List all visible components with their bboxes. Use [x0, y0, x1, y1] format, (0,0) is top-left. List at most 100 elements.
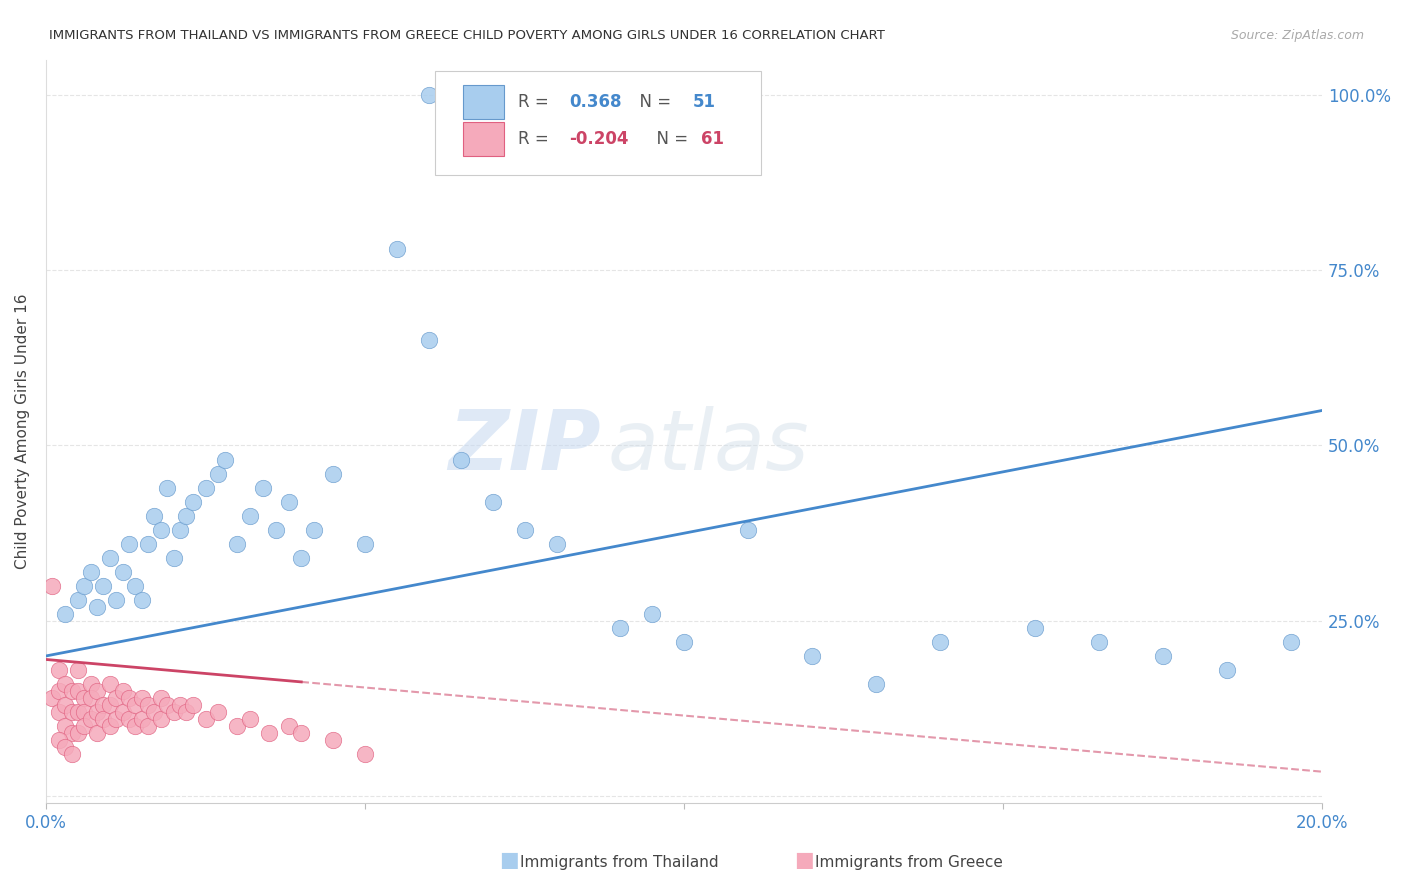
Point [98, 677, 121, 691]
Point [176, 705, 198, 719]
Point [264, 523, 287, 537]
Point [800, 648, 823, 663]
Point [53, 740, 76, 755]
Point [73, 705, 96, 719]
Point [131, 712, 153, 726]
Point [60, 747, 83, 761]
Text: ■: ■ [794, 850, 814, 870]
Point [143, 705, 166, 719]
Point [53, 698, 76, 712]
Point [53, 719, 76, 733]
Text: 51: 51 [693, 93, 716, 111]
Point [169, 523, 191, 537]
Text: R =: R = [519, 130, 554, 148]
Point [277, 719, 299, 733]
Text: Immigrants from Greece: Immigrants from Greece [815, 855, 1004, 870]
Text: Source: ZipAtlas.com: Source: ZipAtlas.com [1230, 29, 1364, 42]
Point [105, 712, 128, 726]
Point [79, 677, 101, 691]
Point [131, 691, 153, 706]
Point [124, 719, 146, 733]
Point [86, 726, 108, 740]
Point [93, 698, 115, 712]
Point [48, 684, 70, 698]
Point [226, 719, 249, 733]
Point [86, 705, 108, 719]
Point [481, 494, 503, 508]
Text: N =: N = [630, 93, 676, 111]
Point [322, 467, 344, 481]
Point [93, 712, 115, 726]
Point [156, 698, 179, 712]
Point [60, 705, 83, 719]
Point [737, 523, 759, 537]
Point [41, 579, 63, 593]
Y-axis label: Child Poverty Among Girls Under 16: Child Poverty Among Girls Under 16 [15, 293, 30, 569]
Point [418, 333, 440, 347]
Point [513, 523, 536, 537]
Point [641, 607, 664, 621]
Point [105, 691, 128, 706]
Point [66, 726, 89, 740]
Point [162, 550, 184, 565]
Point [673, 635, 696, 649]
Point [252, 481, 274, 495]
Point [66, 663, 89, 677]
Point [181, 698, 204, 712]
FancyBboxPatch shape [464, 86, 505, 119]
Point [86, 684, 108, 698]
Point [111, 705, 134, 719]
Point [79, 691, 101, 706]
Point [124, 698, 146, 712]
Point [136, 698, 159, 712]
Point [98, 698, 121, 712]
Point [169, 698, 191, 712]
Point [111, 565, 134, 579]
Point [354, 537, 377, 551]
Point [73, 579, 96, 593]
Point [450, 452, 472, 467]
Point [48, 663, 70, 677]
Point [239, 712, 262, 726]
Point [60, 726, 83, 740]
Point [86, 599, 108, 614]
Point [136, 719, 159, 733]
Point [79, 565, 101, 579]
Point [176, 508, 198, 523]
Point [53, 677, 76, 691]
Point [277, 494, 299, 508]
Point [131, 592, 153, 607]
Point [226, 537, 249, 551]
Point [181, 494, 204, 508]
Point [53, 607, 76, 621]
Text: 0.368: 0.368 [569, 93, 621, 111]
Point [66, 684, 89, 698]
Point [93, 579, 115, 593]
Point [98, 550, 121, 565]
Point [1152, 648, 1174, 663]
Point [1279, 635, 1302, 649]
Point [60, 684, 83, 698]
Text: IMMIGRANTS FROM THAILAND VS IMMIGRANTS FROM GREECE CHILD POVERTY AMONG GIRLS UND: IMMIGRANTS FROM THAILAND VS IMMIGRANTS F… [49, 29, 886, 42]
Point [546, 537, 568, 551]
Text: N =: N = [645, 130, 693, 148]
Point [105, 592, 128, 607]
Point [73, 691, 96, 706]
Point [98, 719, 121, 733]
Point [156, 481, 179, 495]
Point [865, 677, 887, 691]
Point [207, 705, 229, 719]
Point [928, 635, 950, 649]
FancyBboxPatch shape [436, 70, 761, 175]
Text: ■: ■ [499, 850, 519, 870]
Point [66, 592, 89, 607]
Point [354, 747, 377, 761]
Point [207, 467, 229, 481]
Point [1024, 621, 1046, 635]
Point [48, 705, 70, 719]
Point [118, 691, 141, 706]
Point [290, 726, 312, 740]
Point [41, 691, 63, 706]
Point [124, 579, 146, 593]
Point [1088, 635, 1111, 649]
